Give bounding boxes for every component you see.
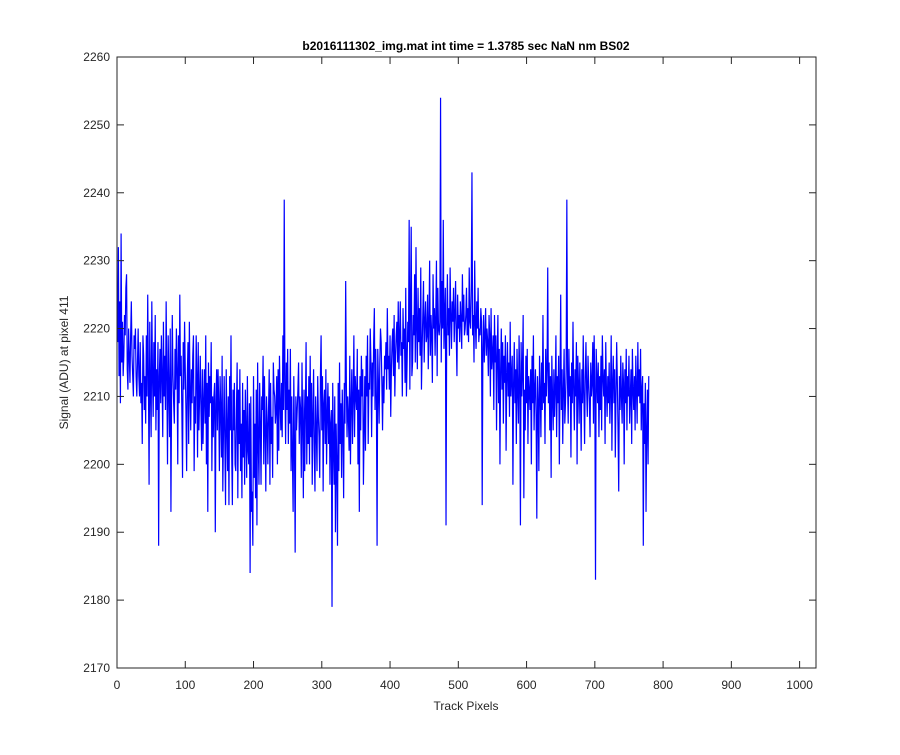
y-tick-label: 2250 — [83, 118, 110, 132]
x-axis-label: Track Pixels — [434, 699, 499, 713]
y-tick-label: 2240 — [83, 186, 110, 200]
y-tick-label: 2220 — [83, 322, 110, 336]
x-tick-label: 100 — [175, 678, 195, 692]
x-tick-label: 500 — [448, 678, 468, 692]
axes-box — [116, 56, 817, 669]
x-tick-label: 600 — [517, 678, 537, 692]
series-layer — [117, 97, 650, 607]
y-tick-label: 2170 — [83, 661, 110, 675]
y-tick-label: 2260 — [83, 50, 110, 64]
x-tick-label: 1000 — [786, 678, 813, 692]
x-tick-label: 200 — [244, 678, 264, 692]
x-tick-label: 400 — [380, 678, 400, 692]
y-tick-label: 2230 — [83, 254, 110, 268]
x-tick-label: 300 — [312, 678, 332, 692]
y-tick-label: 2210 — [83, 389, 110, 403]
chart-title: b2016111302_img.mat int time = 1.3785 se… — [302, 39, 630, 53]
y-tick-label: 2190 — [83, 525, 110, 539]
y-axis-label: Signal (ADU) at pixel 411 — [57, 295, 71, 429]
x-tick-label: 700 — [585, 678, 605, 692]
series-line-0 — [117, 97, 650, 607]
y-tick-label: 2180 — [83, 593, 110, 607]
x-axis: 0 100 200 300 400 500 600 700 800 900 1000 — [114, 57, 813, 692]
plot-area — [117, 57, 816, 668]
x-tick-label: 900 — [721, 678, 741, 692]
y-tick-label: 2200 — [83, 457, 110, 471]
y-axis: 2170 2180 2190 2200 2210 2220 2230 2240 2250 2260 — [83, 50, 816, 675]
x-tick-label: 0 — [114, 678, 121, 692]
x-tick-label: 800 — [653, 678, 673, 692]
